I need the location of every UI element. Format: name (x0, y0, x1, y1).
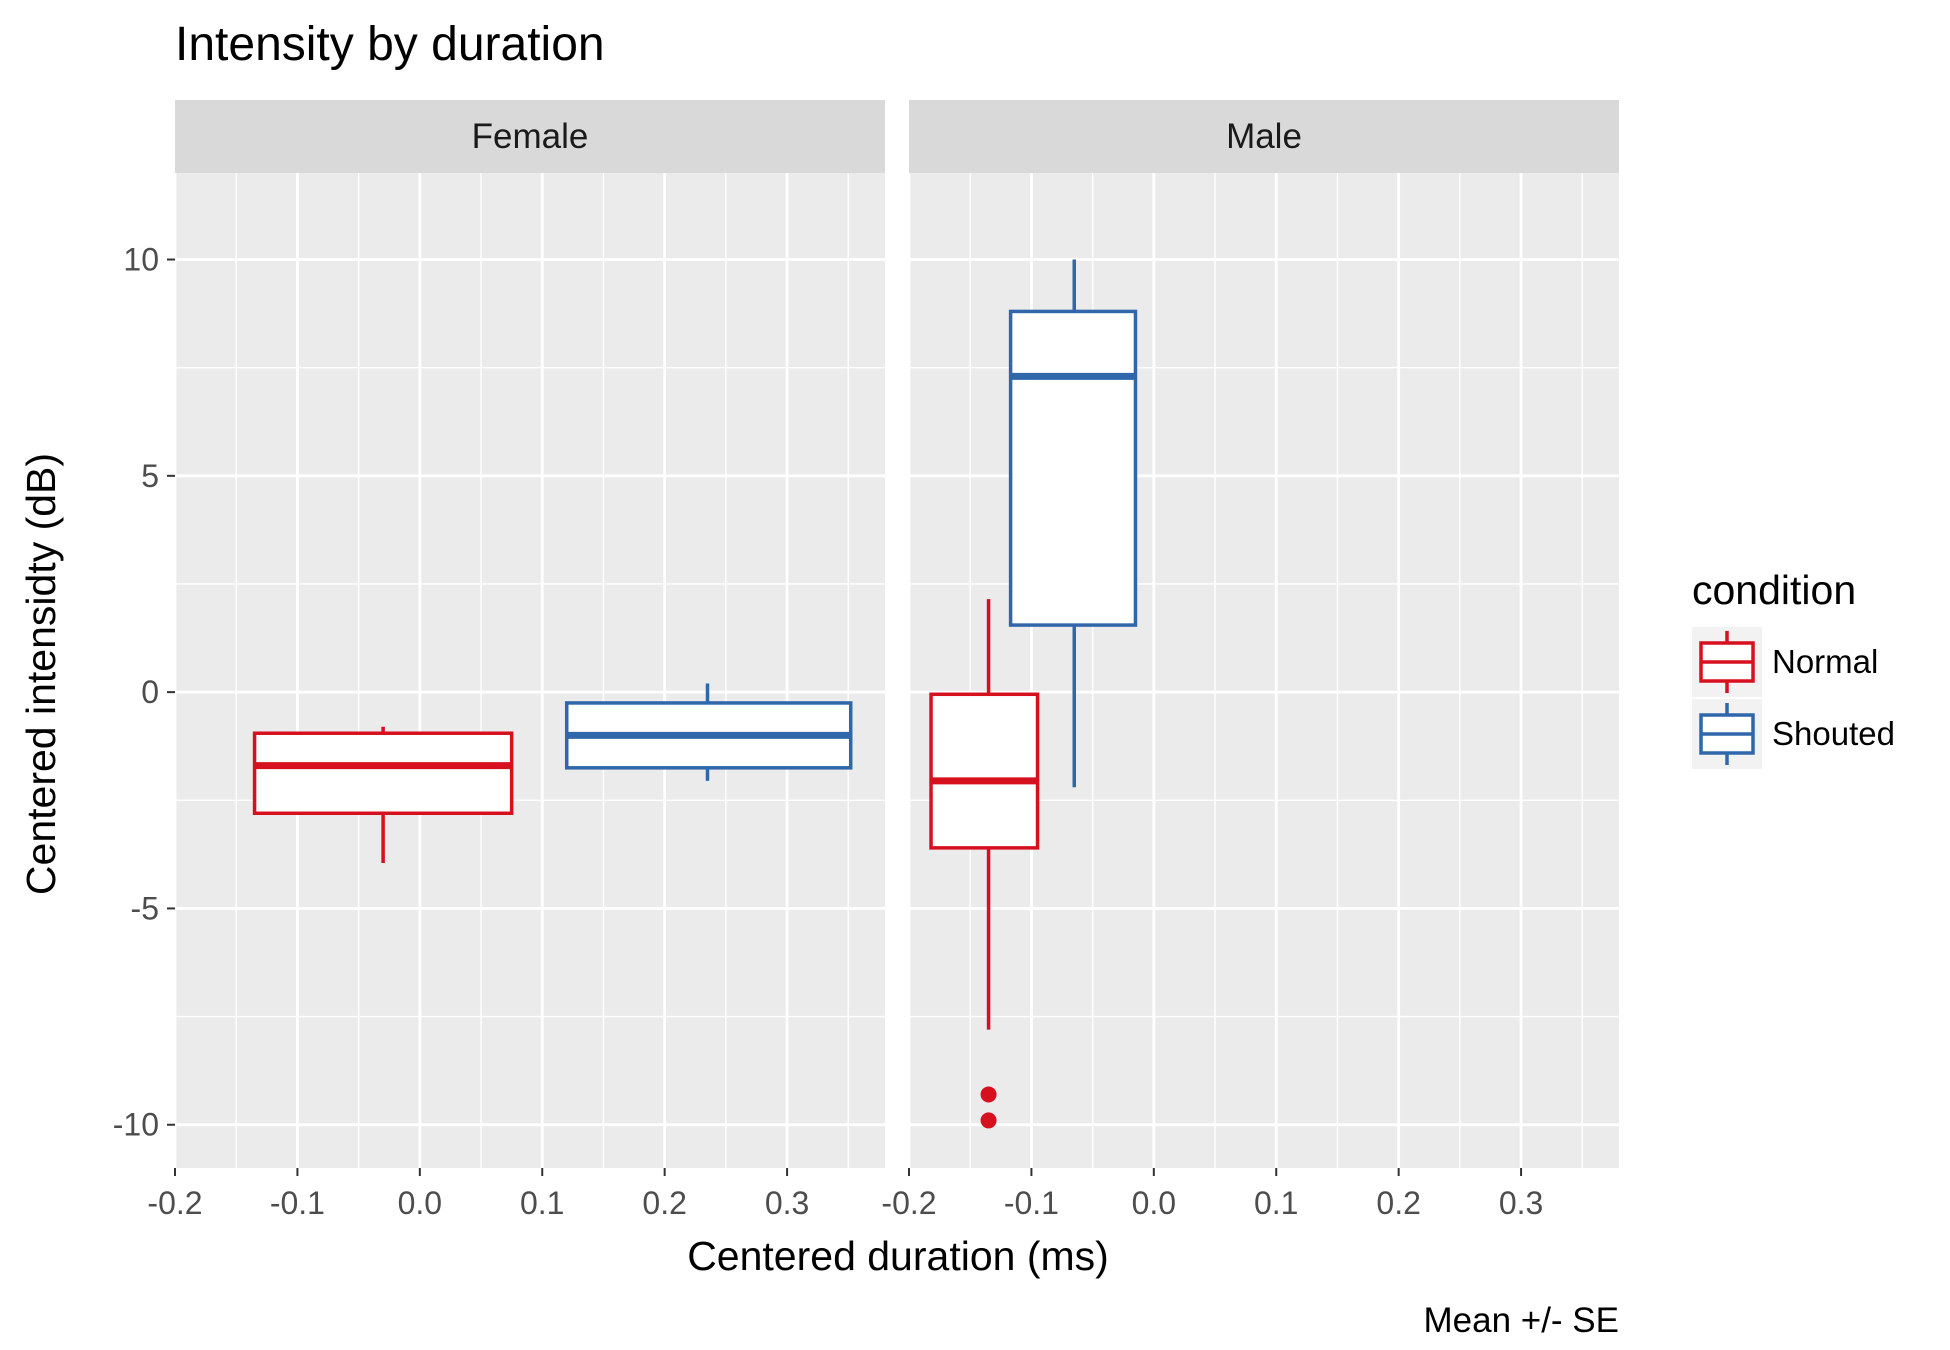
x-tick-label: -0.2 (881, 1185, 936, 1221)
facet-strip (175, 100, 885, 173)
outlier-point (980, 1086, 997, 1103)
facet-strip-label: Female (472, 117, 589, 156)
x-tick-label: 0.3 (765, 1185, 809, 1221)
box-iqr (252, 731, 514, 816)
legend-label: Shouted (1772, 715, 1895, 752)
facet-panel-male: Male -0.2 -0.1 0.0 0.1 0.2 0.3 (881, 100, 1619, 1221)
x-tick-label: -0.1 (270, 1185, 325, 1221)
legend-title: condition (1692, 567, 1856, 613)
box-iqr (1008, 309, 1138, 627)
x-tick-label: 0.2 (1376, 1185, 1420, 1221)
x-tick-label: 0.3 (1499, 1185, 1543, 1221)
facet-strip-label: Male (1226, 117, 1302, 156)
boxplot-normal (252, 726, 514, 864)
y-tick-label: -10 (113, 1107, 159, 1143)
facet-panel-female: Female -0.2 -0.1 0.0 0.1 0.2 0.3 -10 -5 0 5 10 (113, 100, 885, 1221)
y-tick-label: -5 (131, 890, 159, 926)
legend-label: Normal (1772, 643, 1878, 680)
y-tick-label: 10 (123, 242, 159, 278)
x-tick-label: 0.0 (398, 1185, 442, 1221)
x-tick-label: 0.1 (1254, 1185, 1298, 1221)
chart-title: Intensity by duration (175, 18, 605, 71)
x-axis-label: Centered duration (ms) (687, 1233, 1109, 1279)
y-axis-label: Centered intensidty (dB) (18, 453, 64, 895)
facet-panels: Female -0.2 -0.1 0.0 0.1 0.2 0.3 -10 -5 0 5 10 Male -… (113, 100, 1619, 1221)
x-tick-label: -0.1 (1004, 1185, 1059, 1221)
x-tick-label: 0.1 (520, 1185, 564, 1221)
panel-background (175, 173, 885, 1168)
box-iqr (929, 692, 1040, 850)
facet-strip (909, 100, 1619, 173)
x-tick-label: 0.2 (642, 1185, 686, 1221)
legend: condition Normal Shouted (1692, 567, 1895, 769)
x-tick-label: 0.0 (1132, 1185, 1176, 1221)
boxplot-normal (929, 599, 1040, 1129)
x-tick-label: -0.2 (147, 1185, 202, 1221)
y-tick-label: 0 (141, 674, 159, 710)
legend-entry-shouted: Shouted (1692, 699, 1895, 769)
boxplot-shouted (1008, 259, 1138, 788)
chart-caption: Mean +/- SE (1423, 1301, 1619, 1340)
boxplot-shouted (564, 683, 853, 781)
legend-entry-normal: Normal (1692, 627, 1878, 697)
outlier-point (980, 1112, 997, 1129)
y-tick-label: 5 (141, 458, 159, 494)
